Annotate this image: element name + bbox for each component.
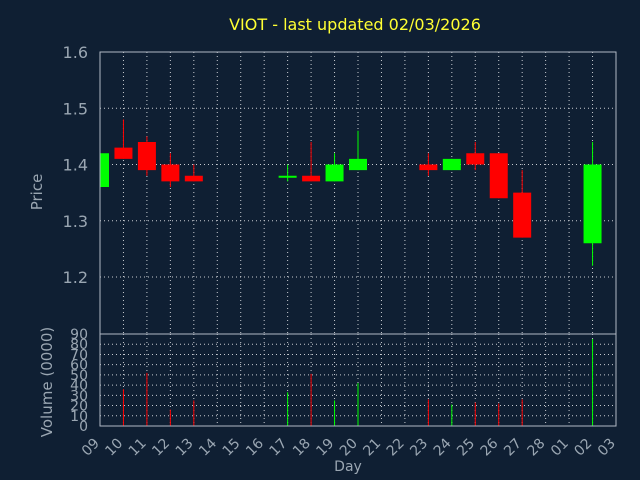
price-tick-label: 1.6	[63, 43, 88, 62]
volume-tick-label: 20	[70, 399, 88, 415]
candle-body	[442, 158, 461, 171]
x-tick-label: 21	[360, 436, 384, 460]
x-tick-label: 28	[525, 436, 549, 460]
x-tick-label: 27	[501, 436, 525, 460]
plot-frame	[99, 51, 617, 427]
x-tick-label: 26	[478, 435, 502, 459]
volume-tick-label: 60	[70, 358, 88, 374]
x-tick-label: 19	[313, 436, 337, 460]
x-tick-label: 15	[220, 436, 244, 460]
x-tick-label: 09	[79, 436, 103, 460]
candle-body	[466, 153, 485, 165]
candle-body	[349, 158, 367, 171]
x-tick-label: 17	[267, 436, 291, 460]
price-tick-label: 1.2	[63, 268, 88, 287]
x-tick-label: 10	[102, 436, 126, 460]
candle-body	[137, 142, 156, 171]
x-tick-label: 25	[454, 436, 478, 460]
x-tick-label: 24	[431, 435, 455, 459]
volume-tick-label: 30	[70, 388, 88, 404]
x-tick-label: 16	[243, 435, 267, 459]
volume-tick-label: 0	[79, 419, 88, 435]
candle-body	[278, 175, 297, 178]
price-tick-label: 1.4	[63, 156, 88, 175]
candle-body	[114, 147, 133, 159]
x-tick-label: 14	[196, 435, 220, 459]
chart-title: VIOT - last updated 02/03/2026	[229, 15, 481, 34]
candle-body	[184, 175, 203, 182]
x-tick-label: 01	[548, 436, 572, 460]
x-tick-label: 11	[126, 436, 150, 460]
x-tick-label: 18	[290, 436, 314, 460]
candle-body	[100, 153, 109, 187]
x-tick-label: 12	[149, 436, 173, 460]
x-tick-label: 20	[337, 436, 361, 460]
price-tick-label: 1.5	[63, 99, 88, 118]
volume-tick-label: 90	[70, 327, 88, 343]
x-tick-label: 22	[384, 436, 408, 460]
volume-tick-label: 50	[70, 368, 88, 384]
x-tick-label: 23	[407, 436, 431, 460]
candle-body	[161, 164, 180, 182]
candle-body	[489, 153, 508, 199]
price-tick-label: 1.3	[63, 212, 88, 231]
candle-body	[302, 175, 321, 182]
volume-tick-label: 10	[70, 409, 88, 425]
volume-axis-label: Volume (0000)	[38, 327, 56, 437]
x-tick-label: 02	[571, 436, 595, 460]
x-axis-label: Day	[334, 459, 362, 475]
candle-body	[325, 164, 344, 182]
candle-body	[583, 164, 602, 244]
candle-body	[419, 164, 438, 171]
x-tick-label: 13	[173, 436, 197, 460]
volume-tick-label: 70	[70, 347, 88, 363]
volume-tick-label: 80	[70, 337, 88, 353]
candle-body	[513, 192, 532, 238]
x-tick-label: 03	[595, 436, 619, 460]
volume-tick-label: 40	[70, 378, 88, 394]
price-axis-label: Price	[28, 174, 46, 211]
